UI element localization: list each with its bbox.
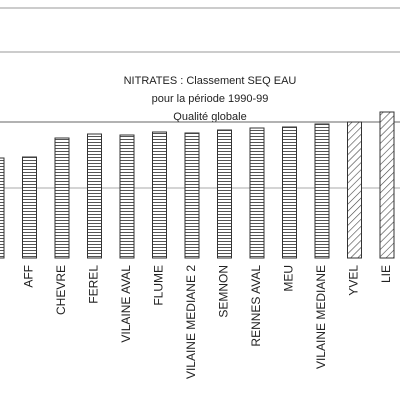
bar (347, 121, 362, 259)
bar (152, 131, 167, 259)
bar (119, 134, 135, 259)
bar (87, 133, 102, 259)
bar (0, 157, 5, 259)
x-tick-label: VILAINE AVAL (119, 265, 133, 343)
x-tick-label: VILAINE MEDIANE 2 (184, 265, 198, 379)
x-tick-label: AFF (22, 265, 36, 288)
x-tick-label: CHEVRE (54, 265, 68, 315)
x-tick-label: SEMNON (217, 265, 231, 318)
bar (314, 123, 330, 259)
x-tick-label: FLUME (152, 265, 166, 306)
annotation: Qualité globale (173, 111, 246, 123)
x-tick-label: RENNES AVAL (249, 265, 263, 347)
x-tick-label: VILAINE MEDIANE (314, 265, 328, 369)
bar (379, 111, 395, 259)
bar (217, 129, 232, 259)
bar (22, 156, 37, 259)
x-tick-label: MEU (282, 265, 296, 292)
bar (54, 137, 70, 259)
bar (249, 127, 265, 259)
chart-title: NITRATES : Classement SEQ EAU (124, 75, 297, 87)
chart-subtitle: pour la période 1990-99 (152, 93, 269, 105)
x-tick-label: LIE (379, 265, 393, 283)
bar (184, 132, 200, 259)
x-tick-label: FEREL (87, 265, 101, 304)
x-tick-label: YVEL (347, 265, 361, 296)
bar (282, 126, 297, 259)
